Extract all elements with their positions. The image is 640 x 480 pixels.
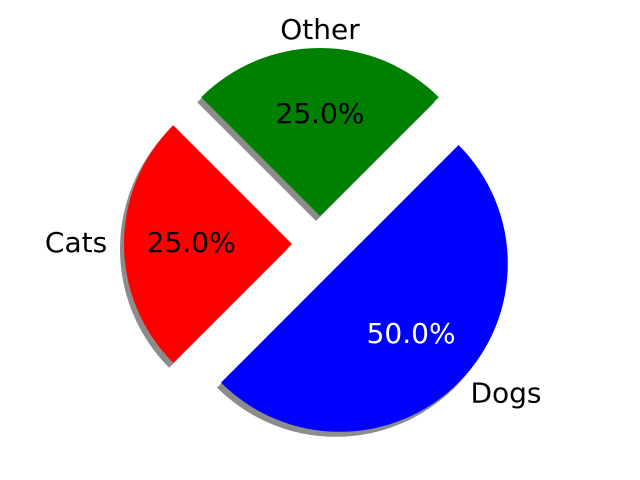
pie-slice-dogs xyxy=(221,145,508,432)
pie-slice-cats xyxy=(124,125,293,363)
percent-label-dogs: 50.0% xyxy=(367,317,456,350)
category-label-dogs: Dogs xyxy=(470,376,541,409)
category-label-other: Other xyxy=(280,13,360,46)
percent-label-cats: 25.0% xyxy=(147,226,236,259)
slice-layer xyxy=(124,47,508,432)
pie-slice-other xyxy=(201,47,439,216)
label-layer: Cats 25.0% Dogs 50.0% Other 25.0% xyxy=(45,13,542,409)
category-label-cats: Cats xyxy=(45,226,107,259)
percent-label-other: 25.0% xyxy=(276,97,365,130)
